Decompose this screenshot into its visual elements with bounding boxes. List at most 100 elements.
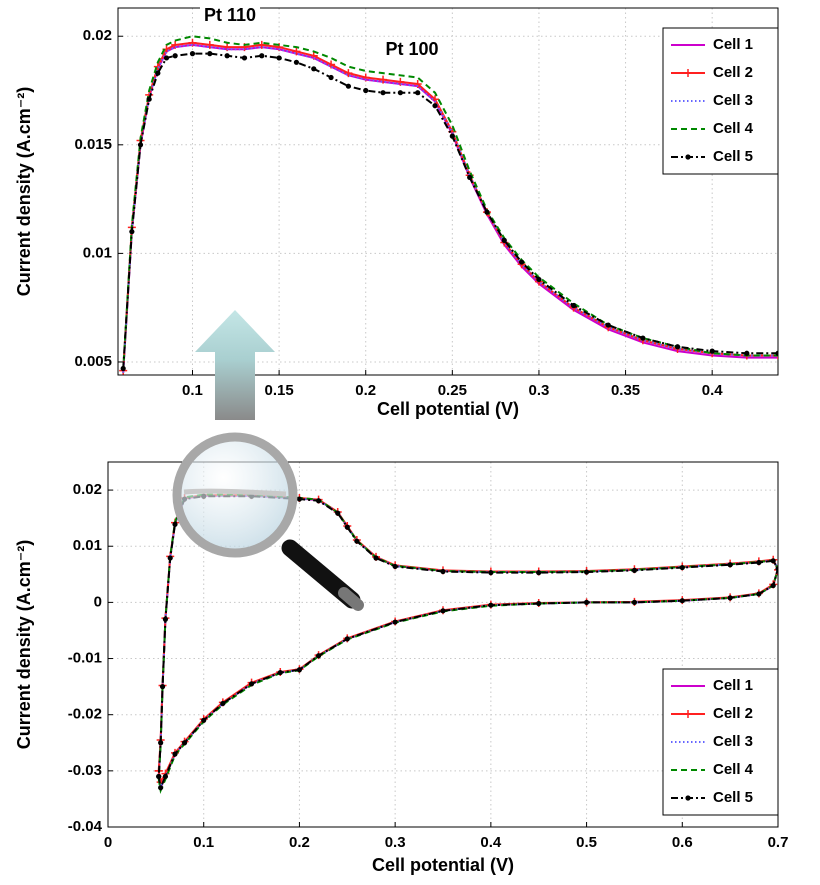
marker [684, 710, 692, 718]
y-tick-label: 0.015 [74, 136, 112, 153]
marker [756, 559, 762, 566]
marker [159, 684, 166, 690]
magnifier-curve [183, 488, 287, 497]
x-tick-label: 0.3 [385, 834, 406, 851]
plot-frame [107, 461, 779, 828]
marker [380, 90, 386, 96]
marker [631, 599, 638, 605]
marker [328, 74, 334, 81]
zoom-arrow [195, 310, 275, 420]
marker [396, 77, 405, 86]
series-line [157, 493, 778, 795]
marker [583, 599, 590, 605]
marker [344, 636, 350, 642]
legend-label: Cell 4 [713, 120, 754, 137]
plot-frame [117, 7, 779, 376]
marker [120, 365, 126, 372]
marker [277, 669, 283, 676]
legend-label: Cell 5 [713, 789, 753, 806]
magnifier-lens [172, 432, 298, 558]
marker [146, 96, 152, 102]
marker [488, 602, 494, 608]
marker [257, 40, 266, 49]
marker [605, 322, 611, 328]
x-tick-label: 0.1 [182, 382, 203, 399]
annotation: Pt 110 [204, 5, 256, 25]
marker [335, 510, 341, 516]
marker [679, 564, 685, 571]
x-tick-label: 0.2 [355, 382, 376, 399]
legend-label: Cell 1 [713, 677, 753, 694]
x-tick-label: 0.4 [702, 382, 724, 399]
x-tick-label: 0.2 [289, 834, 310, 851]
marker [685, 795, 691, 801]
y-axis-label: Current density (A.cm⁻²) [14, 540, 34, 750]
marker [432, 103, 438, 109]
marker [775, 566, 778, 572]
marker [415, 90, 421, 96]
marker [744, 350, 750, 356]
marker [181, 740, 188, 746]
y-tick-label: 0.02 [73, 481, 102, 498]
marker [129, 229, 135, 235]
x-tick-label: 0.15 [265, 382, 294, 399]
y-tick-label: 0 [94, 593, 102, 610]
x-tick-label: 0.7 [768, 834, 789, 851]
marker [293, 59, 300, 65]
series-line [122, 52, 778, 369]
marker [756, 591, 762, 597]
marker [296, 496, 303, 502]
marker [311, 66, 317, 72]
marker [373, 555, 379, 561]
marker [363, 87, 369, 94]
marker [171, 40, 180, 49]
marker [248, 681, 255, 687]
annotation: Pt 100 [385, 39, 438, 59]
marker [397, 90, 403, 96]
marker [774, 565, 778, 574]
marker [158, 785, 164, 791]
marker [501, 237, 507, 243]
marker [241, 55, 248, 61]
marker [344, 69, 353, 78]
legend-label: Cell 5 [713, 148, 753, 165]
y-tick-label: -0.04 [68, 818, 103, 835]
legend-label: Cell 2 [713, 64, 753, 81]
x-tick-label: 0.6 [672, 834, 693, 851]
y-tick-label: -0.02 [68, 706, 102, 723]
marker [354, 538, 360, 544]
marker [583, 569, 590, 575]
marker [570, 302, 577, 309]
legend-label: Cell 3 [713, 733, 753, 750]
x-axis-label: Cell potential (V) [377, 399, 519, 419]
y-tick-label: 0.02 [83, 27, 112, 44]
marker [392, 619, 398, 625]
marker [413, 80, 422, 89]
marker [205, 40, 214, 49]
marker [344, 524, 350, 530]
marker [709, 348, 715, 354]
marker [684, 69, 692, 77]
annotation-bg [381, 37, 443, 60]
marker [167, 555, 173, 561]
legend-label: Cell 1 [713, 36, 753, 53]
marker [158, 740, 164, 746]
marker [172, 521, 178, 527]
y-tick-label: 0.01 [83, 244, 112, 261]
magnifier-handle-tip [338, 587, 364, 611]
series-line [122, 43, 778, 373]
marker [379, 75, 388, 84]
marker [156, 773, 162, 780]
marker [440, 568, 446, 575]
marker [137, 142, 144, 148]
x-tick-label: 0 [104, 834, 112, 851]
marker [259, 53, 265, 59]
legend-box [662, 27, 779, 175]
marker [631, 567, 638, 573]
series-line [122, 35, 778, 371]
y-tick-label: -0.01 [68, 650, 102, 667]
marker [189, 51, 196, 57]
marker [155, 70, 161, 76]
series-group [119, 35, 778, 375]
